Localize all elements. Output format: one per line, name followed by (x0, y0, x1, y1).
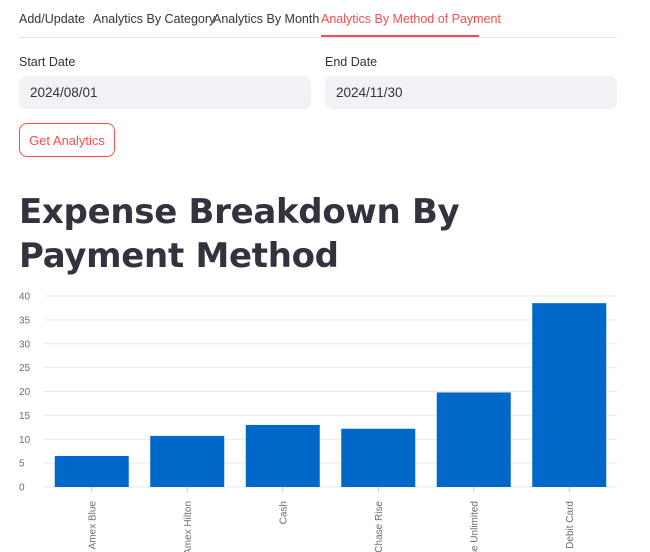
end-date-label: End Date (325, 55, 378, 69)
end-date-input[interactable]: 2024/11/30 (325, 76, 617, 109)
x-category-label: Debit Card (565, 501, 576, 549)
tab-analytics-by-category[interactable]: Analytics By Category (93, 12, 216, 26)
page-title: Expense Breakdown By Payment Method (19, 192, 460, 276)
x-category-label: Cash (278, 501, 289, 524)
y-tick-label: 25 (19, 363, 31, 374)
y-tick-label: 15 (19, 411, 31, 422)
start-date-input[interactable]: 2024/08/01 (19, 76, 311, 109)
y-tick-label: 30 (19, 339, 31, 350)
y-tick-label: 10 (19, 435, 31, 446)
tab-analytics-by-payment-method[interactable]: Analytics By Method of Payment (321, 12, 501, 26)
y-tick-label: 35 (19, 315, 31, 326)
x-category-label: Chase Rise (374, 501, 385, 552)
bar-cash[interactable] (245, 424, 320, 487)
tab-add-update[interactable]: Add/Update (19, 12, 86, 26)
x-category-label: Amex Hilton (183, 501, 194, 552)
x-category-label: Amex Blue (87, 501, 98, 550)
y-tick-label: 40 (19, 292, 31, 303)
bar-chase-unlimited[interactable] (436, 392, 511, 487)
y-tick-label: 5 (19, 459, 25, 470)
start-date-label: Start Date (19, 55, 76, 69)
tab-bar: Add/Update Analytics By Category Analyti… (19, 0, 617, 38)
tab-analytics-by-month[interactable]: Analytics By Month (213, 12, 320, 26)
active-tab-indicator (321, 35, 479, 37)
payment-method-bar-chart: 0 5 10 15 20 25 30 35 40 Amex Blue Amex Hilton Cash… (19, 292, 617, 552)
get-analytics-button[interactable]: Get Analytics (19, 123, 115, 157)
bar-chase-rise[interactable] (341, 428, 416, 487)
x-category-label: Chase Unlimited (469, 501, 480, 552)
y-tick-label: 20 (19, 387, 31, 398)
y-tick-label: 0 (19, 483, 25, 494)
bar-amex-blue[interactable] (54, 455, 129, 487)
bar-debit-card[interactable] (532, 303, 607, 487)
bar-amex-hilton[interactable] (150, 435, 225, 487)
